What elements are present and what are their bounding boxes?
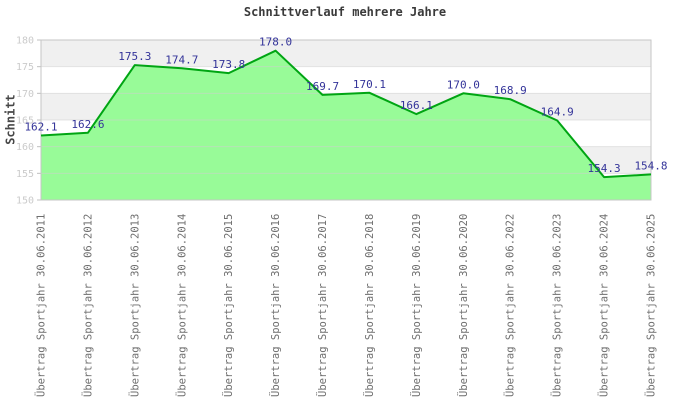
y-tick-label: 175: [16, 62, 34, 73]
value-label: 170.0: [447, 78, 480, 91]
x-tick-label: Übertrag Sportjahr 30.06.2024: [598, 214, 611, 397]
x-tick-label: Übertrag Sportjahr 30.06.2025: [645, 214, 658, 397]
value-label: 173.8: [212, 58, 245, 71]
y-axis-title: Schnitt: [3, 94, 18, 145]
plot-border: [40, 39, 652, 201]
x-tick-label: Übertrag Sportjahr 30.06.2013: [128, 214, 141, 397]
value-label: 166.1: [400, 99, 433, 112]
x-tick-label: Übertrag Sportjahr 30.06.2023: [551, 214, 564, 397]
value-label: 178.0: [259, 36, 292, 49]
plot-band: [41, 40, 651, 67]
value-label: 154.3: [588, 162, 621, 175]
y-tick-label: 170: [16, 89, 34, 100]
y-tick-label: 165: [16, 116, 34, 127]
value-label: 169.7: [306, 80, 339, 93]
y-tick-label: 150: [16, 196, 34, 207]
x-tick-label: Übertrag Sportjahr 30.06.2016: [269, 214, 282, 397]
value-label: 170.1: [353, 78, 386, 91]
value-label: 168.9: [494, 84, 527, 97]
x-tick-label: Übertrag Sportjahr 30.06.2022: [504, 214, 517, 397]
y-tick-label: 180: [16, 36, 34, 47]
x-tick-label: Übertrag Sportjahr 30.06.2020: [457, 214, 470, 397]
x-tick-label: Übertrag Sportjahr 30.06.2015: [222, 214, 235, 397]
x-tick-label: Übertrag Sportjahr 30.06.2014: [175, 214, 188, 397]
area-series: [41, 50, 651, 201]
y-tick-label: 155: [16, 169, 34, 180]
x-tick-label: Übertrag Sportjahr 30.06.2012: [81, 214, 94, 397]
x-tick-label: Übertrag Sportjahr 30.06.2017: [316, 214, 329, 397]
line-series: [40, 49, 652, 179]
value-label: 164.9: [541, 106, 574, 119]
chart-title: Schnittverlauf mehrere Jahre: [243, 5, 447, 19]
x-tick-label: Übertrag Sportjahr 30.06.2018: [363, 214, 376, 397]
y-tick-label: 160: [16, 142, 34, 153]
value-label: 175.3: [118, 50, 151, 63]
value-label: 154.8: [634, 159, 667, 172]
value-label: 162.1: [24, 120, 57, 133]
x-tick-label: Übertrag Sportjahr 30.06.2019: [410, 214, 423, 397]
value-label: 162.6: [71, 118, 104, 131]
x-tick-label: Übertrag Sportjahr 30.06.2011: [35, 214, 48, 397]
value-label: 174.7: [165, 53, 198, 66]
